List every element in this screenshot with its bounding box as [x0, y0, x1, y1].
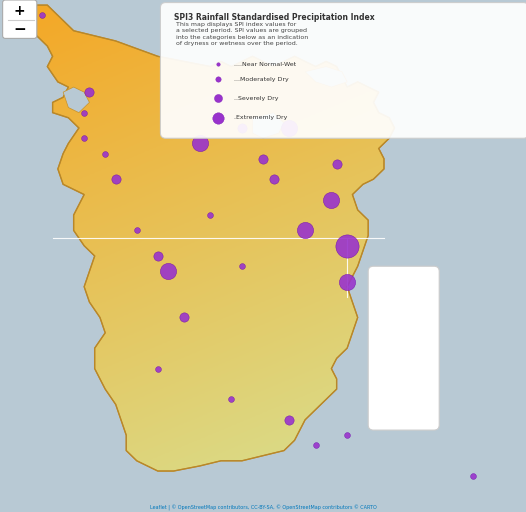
Point — [285, 416, 294, 424]
Point — [206, 211, 215, 219]
Point — [343, 242, 351, 250]
Point — [180, 313, 188, 322]
Point — [332, 160, 341, 168]
Point — [101, 150, 109, 158]
Point — [285, 124, 294, 132]
Text: Leaflet | © OpenStreetMap contributors, CC-BY-SA, © OpenStreetMap contributors ©: Leaflet | © OpenStreetMap contributors, … — [149, 505, 377, 511]
Point — [214, 94, 222, 102]
Point — [80, 109, 88, 117]
Text: This map displays SPI index values for
a selected period. SPI values are grouped: This map displays SPI index values for a… — [176, 22, 308, 46]
Text: ..Severely Dry: ..Severely Dry — [234, 96, 279, 101]
Point — [269, 175, 278, 183]
Title: SPI: SPI — [392, 286, 404, 295]
Point — [311, 441, 320, 450]
Point — [343, 278, 351, 286]
Point — [227, 395, 236, 403]
Point — [214, 114, 222, 122]
Point — [214, 60, 222, 68]
Point — [238, 262, 246, 270]
Text: ....Near Normal-Wet: ....Near Normal-Wet — [234, 61, 296, 67]
Text: +: + — [14, 4, 25, 18]
Point — [238, 124, 246, 132]
Point — [469, 472, 478, 480]
Point — [112, 175, 120, 183]
Point — [154, 365, 162, 373]
Text: −: − — [13, 22, 26, 37]
Text: ...Moderately Dry: ...Moderately Dry — [234, 77, 289, 82]
Point — [196, 139, 204, 147]
Point — [80, 134, 88, 142]
Point — [327, 196, 336, 204]
Polygon shape — [252, 113, 284, 138]
FancyBboxPatch shape — [160, 3, 526, 138]
Point — [343, 431, 351, 439]
Point — [164, 267, 173, 275]
Point — [38, 11, 46, 19]
Point — [154, 252, 162, 260]
FancyBboxPatch shape — [3, 0, 37, 38]
Text: SPI3 Rainfall Standardised Precipitation Index: SPI3 Rainfall Standardised Precipitation… — [174, 13, 374, 22]
Point — [301, 226, 309, 234]
Point — [133, 226, 141, 234]
Point — [214, 75, 222, 83]
Point — [259, 155, 267, 163]
Point — [85, 88, 94, 96]
Text: .Extrememly Dry: .Extrememly Dry — [234, 115, 287, 120]
Polygon shape — [63, 87, 89, 113]
Polygon shape — [305, 67, 347, 87]
